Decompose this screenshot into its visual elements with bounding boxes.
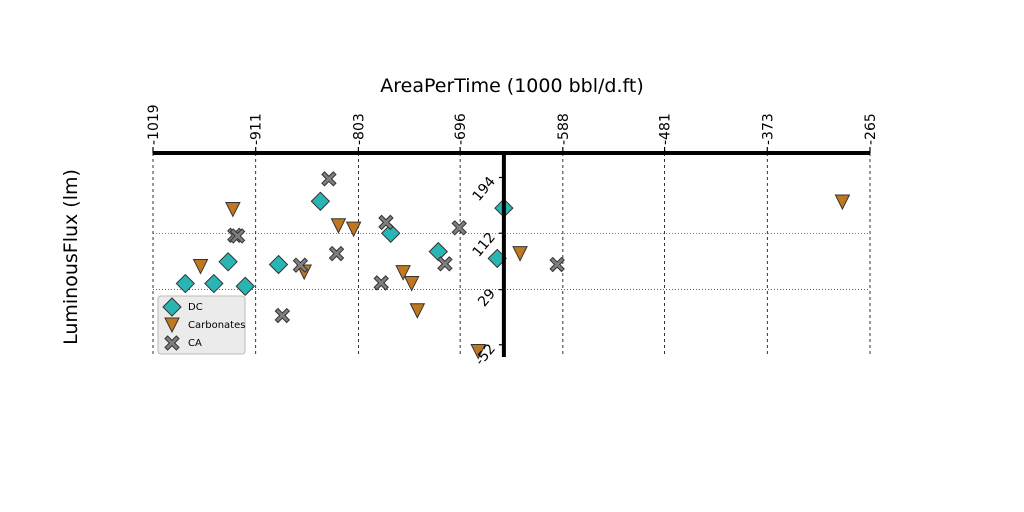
- data-point-carbonates: [225, 201, 241, 218]
- data-point-carbonates: [470, 344, 487, 360]
- data-point-ca: [321, 171, 337, 187]
- legend: DC Carbonates CA: [157, 295, 246, 355]
- x-tick-label: -803: [351, 113, 367, 145]
- x-tick-label: -481: [658, 113, 674, 145]
- data-point-carbonates: [834, 194, 851, 211]
- x-tick-label: -373: [760, 113, 776, 145]
- legend-marker-dc: [162, 297, 182, 317]
- legend-label-dc: DC: [188, 302, 203, 313]
- data-point-dc: [310, 191, 331, 211]
- legend-box: [157, 295, 246, 355]
- data-point-carbonates: [192, 259, 209, 275]
- axes: [152, 147, 871, 357]
- data-point-carbonates: [395, 265, 411, 281]
- data-points: [175, 171, 851, 360]
- data-point-ca: [229, 228, 246, 244]
- data-point-carbonates: [403, 276, 420, 292]
- data-point-ca: [328, 245, 345, 262]
- x-tick-label: -911: [249, 113, 265, 145]
- data-point-dc: [204, 273, 224, 294]
- data-point-carbonates: [330, 218, 347, 234]
- data-point-dc: [235, 276, 255, 296]
- data-point-ca: [437, 256, 453, 272]
- legend-label-carbonates: Carbonates: [188, 320, 245, 331]
- data-point-dc: [218, 252, 238, 272]
- data-point-carbonates: [512, 246, 528, 262]
- x-tick-label: -265: [863, 113, 879, 145]
- data-point-dc: [381, 223, 401, 243]
- data-point-dc: [175, 273, 196, 294]
- data-point-ca: [378, 214, 394, 231]
- grid-lines: [152, 153, 871, 357]
- data-point-ca: [274, 307, 291, 324]
- x-tick-label: -1019: [146, 104, 162, 145]
- legend-marker-carbonates: [164, 317, 180, 334]
- data-point-ca: [373, 275, 389, 291]
- data-point-ca: [451, 220, 467, 236]
- x-tick-label: -588: [556, 113, 572, 145]
- y-tick-label: 194: [470, 174, 499, 205]
- data-point-ca: [549, 256, 565, 273]
- data-point-dc: [428, 241, 448, 262]
- data-point-carbonates: [345, 221, 362, 238]
- legend-marker-ca: [164, 335, 180, 351]
- data-point-ca: [292, 257, 309, 273]
- data-point-carbonates: [409, 303, 426, 319]
- x-tick-label: -696: [453, 113, 469, 145]
- x-axis-title: AreaPerTime (1000 bbl/d.ft): [380, 75, 643, 97]
- legend-label-ca: CA: [188, 338, 202, 349]
- y-axis-title: LuminousFlux (lm): [60, 169, 82, 345]
- data-point-dc: [268, 254, 289, 275]
